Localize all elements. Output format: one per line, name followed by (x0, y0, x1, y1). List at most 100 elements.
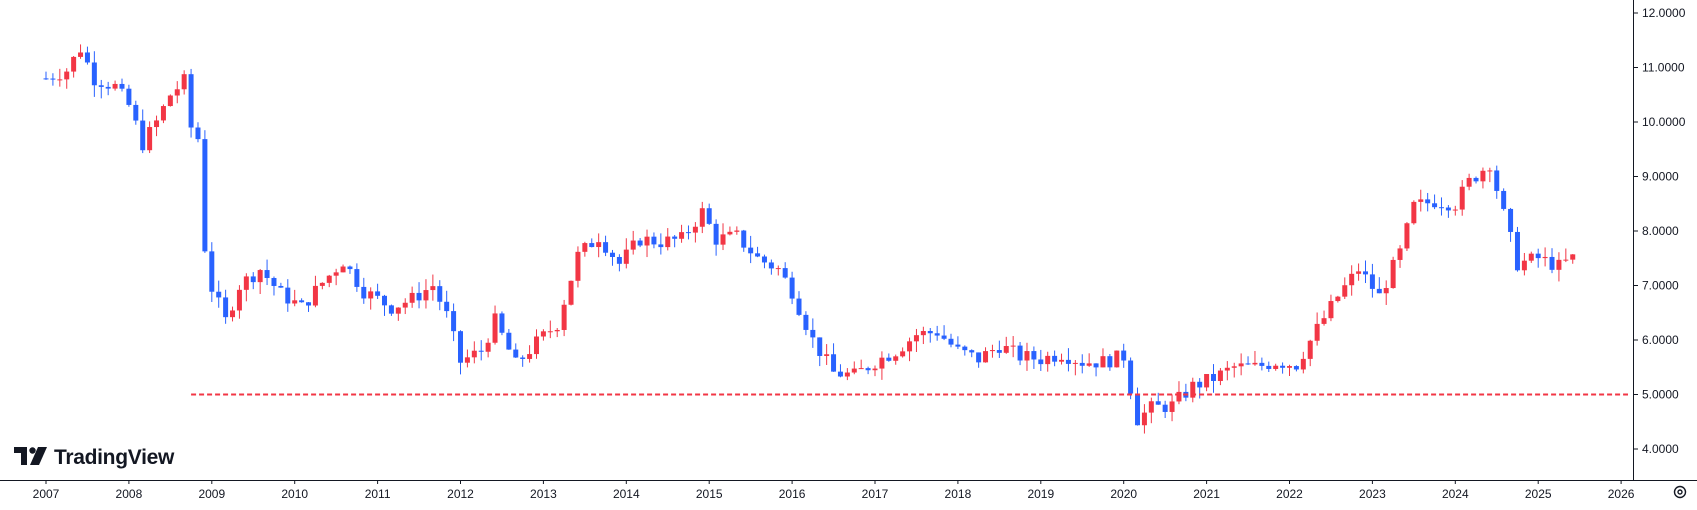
candle[interactable] (1528, 251, 1534, 263)
candle[interactable] (236, 285, 242, 319)
candle[interactable] (561, 299, 567, 337)
candle[interactable] (844, 368, 850, 381)
candle[interactable] (858, 359, 864, 370)
candle[interactable] (1508, 207, 1514, 242)
candle[interactable] (1190, 377, 1196, 403)
candle[interactable] (748, 235, 754, 264)
candle[interactable] (630, 230, 636, 255)
candle[interactable] (1169, 394, 1175, 422)
candle[interactable] (1293, 365, 1299, 372)
candle[interactable] (1121, 343, 1127, 368)
candle[interactable] (1024, 342, 1030, 371)
candle[interactable] (1135, 387, 1141, 426)
candle[interactable] (1425, 192, 1431, 212)
candle[interactable] (451, 303, 457, 342)
candle[interactable] (1473, 176, 1479, 184)
candle[interactable] (658, 233, 664, 255)
candle[interactable] (589, 238, 595, 248)
candle[interactable] (1556, 252, 1562, 282)
candle[interactable] (720, 223, 726, 251)
candle[interactable] (989, 344, 995, 358)
candle[interactable] (1452, 205, 1458, 216)
candle[interactable] (927, 328, 933, 343)
candle[interactable] (679, 224, 685, 243)
candle[interactable] (609, 249, 615, 266)
candle[interactable] (423, 279, 429, 309)
candle[interactable] (962, 345, 968, 356)
candle[interactable] (520, 355, 526, 367)
candle[interactable] (893, 354, 899, 365)
candle[interactable] (1487, 167, 1493, 183)
candle[interactable] (1397, 245, 1403, 268)
candle[interactable] (734, 226, 740, 235)
candle[interactable] (1349, 265, 1355, 296)
candle[interactable] (243, 273, 249, 302)
candle[interactable] (257, 268, 263, 294)
candle[interactable] (761, 254, 767, 269)
candle[interactable] (1356, 263, 1362, 281)
candle[interactable] (506, 328, 512, 350)
candle[interactable] (1521, 252, 1527, 276)
candle[interactable] (361, 277, 367, 304)
candle[interactable] (775, 265, 781, 276)
candle[interactable] (865, 366, 871, 375)
candle[interactable] (1494, 165, 1500, 199)
candle[interactable] (1459, 180, 1465, 216)
candle[interactable] (292, 289, 298, 307)
candle[interactable] (160, 104, 166, 124)
candle[interactable] (209, 242, 215, 303)
candle[interactable] (1065, 348, 1071, 372)
candle[interactable] (1017, 341, 1023, 366)
candle[interactable] (375, 283, 381, 300)
candle[interactable] (250, 272, 256, 290)
candle[interactable] (996, 340, 1002, 358)
candle[interactable] (64, 68, 70, 89)
candle[interactable] (1211, 364, 1217, 393)
candle[interactable] (810, 318, 816, 348)
candle[interactable] (1162, 400, 1168, 419)
candle[interactable] (1045, 351, 1051, 372)
candle[interactable] (1438, 197, 1444, 216)
candle[interactable] (1224, 361, 1230, 381)
candle[interactable] (831, 343, 837, 372)
candle[interactable] (1010, 336, 1016, 358)
candle[interactable] (568, 280, 574, 306)
candle[interactable] (1114, 350, 1120, 368)
candle[interactable] (1252, 350, 1258, 366)
candle[interactable] (1307, 339, 1313, 367)
candle[interactable] (1086, 353, 1092, 367)
candle[interactable] (202, 130, 208, 253)
candle[interactable] (478, 340, 484, 361)
candle[interactable] (1300, 351, 1306, 374)
candle[interactable] (782, 262, 788, 279)
candle[interactable] (195, 122, 201, 143)
candle[interactable] (824, 344, 830, 365)
candle[interactable] (167, 94, 173, 107)
candle[interactable] (126, 84, 132, 107)
candle[interactable] (575, 246, 581, 288)
candle[interactable] (1369, 263, 1375, 298)
candle[interactable] (1128, 357, 1134, 400)
candle[interactable] (872, 365, 878, 377)
candle[interactable] (527, 345, 533, 363)
candle[interactable] (920, 326, 926, 345)
candle[interactable] (312, 275, 318, 308)
candle[interactable] (416, 282, 422, 309)
candle[interactable] (147, 121, 153, 154)
candle[interactable] (347, 265, 353, 274)
candle[interactable] (285, 279, 291, 312)
candle[interactable] (71, 56, 77, 78)
candle[interactable] (1059, 353, 1065, 365)
candle[interactable] (1383, 280, 1389, 305)
candle[interactable] (699, 201, 705, 234)
candle[interactable] (1549, 248, 1555, 274)
candle[interactable] (402, 298, 408, 315)
candle[interactable] (271, 276, 277, 296)
candle[interactable] (1204, 373, 1210, 392)
candle[interactable] (98, 79, 104, 99)
candle[interactable] (1480, 167, 1486, 189)
candle[interactable] (554, 328, 560, 338)
brand-watermark[interactable]: TradingView (14, 446, 174, 470)
candle[interactable] (119, 78, 125, 92)
